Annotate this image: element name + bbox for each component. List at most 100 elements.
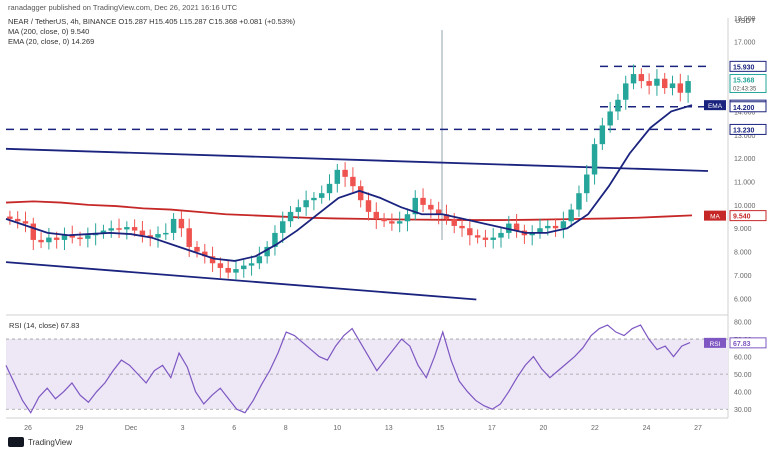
candle-body [576, 193, 582, 210]
candle-body [529, 232, 535, 236]
time-tick-label: 29 [76, 425, 84, 432]
candle-body [7, 216, 13, 219]
price-tag-label: 13.230 [733, 127, 755, 134]
candle-body [194, 246, 200, 252]
tradingview-brand: TradingView [28, 438, 72, 447]
candle-body [116, 228, 122, 230]
rsi-tick-label: 30.00 [734, 407, 752, 414]
candle-body [170, 218, 177, 233]
price-tag-box [729, 60, 767, 72]
rsi-tag-box [704, 337, 726, 348]
time-tick-label: 13 [385, 425, 393, 432]
candle-body [677, 83, 684, 93]
price-tick-label: 9.000 [734, 226, 752, 233]
indicator-tag-label: EMA [708, 103, 723, 110]
candle-body [365, 200, 372, 212]
rsi-value-box [729, 337, 767, 349]
candle-body [163, 232, 169, 235]
candle-body [615, 99, 621, 112]
time-tick-label: 17 [488, 425, 496, 432]
ema-20-line [5, 104, 693, 262]
price-tick-label: 18.000 [734, 16, 756, 23]
candle-body [209, 256, 216, 264]
candle-body [474, 235, 481, 238]
candle-body [131, 227, 138, 231]
candle-body [318, 193, 325, 198]
candle-body [513, 223, 520, 231]
candle-body [256, 256, 263, 264]
price-tag-label: 9.540 [733, 214, 751, 221]
rsi-legend: RSI (14, close) 67.83 [9, 321, 79, 330]
candle-body [623, 83, 629, 100]
currency-label: USDT [735, 16, 756, 25]
candle-body [661, 78, 668, 89]
candle-body [404, 214, 411, 222]
price-tag-label: 15.930 [733, 64, 755, 71]
candle-body [155, 234, 161, 238]
candle-body [381, 218, 387, 222]
candle-body [584, 174, 590, 194]
candle-body [326, 183, 333, 194]
symbol-line: NEAR / TetherUS, 4h, BINANCE O15.287 H15… [8, 17, 296, 26]
candle-body [147, 235, 153, 238]
candle-body [139, 230, 146, 236]
price-tick-label: 12.000 [734, 156, 756, 163]
candle-body [61, 235, 68, 240]
candle-body [287, 211, 294, 222]
price-tick-label: 8.000 [734, 250, 752, 257]
candle-body [334, 169, 341, 184]
candle-body [467, 228, 473, 236]
candle-body [646, 81, 652, 86]
price-tick-label: 17.000 [734, 39, 756, 46]
candle-body [412, 197, 418, 215]
candle-body [545, 225, 551, 229]
candle-body [607, 111, 613, 126]
candle-body [46, 237, 52, 243]
candle-body [303, 200, 309, 208]
time-tick-label: 6 [232, 425, 236, 432]
candle-body [178, 218, 185, 229]
price-tag-box [729, 73, 767, 93]
candle-body [38, 239, 44, 243]
rsi-tick-label: 50.00 [734, 372, 752, 379]
candle-body [85, 235, 91, 239]
price-tick-label: 10.000 [734, 203, 756, 210]
candle-body [225, 267, 231, 273]
candle-body [482, 237, 489, 240]
chart-layer: 6.000 7.000 8.000 9.000 10.000 11.000 12.000 13… [5, 16, 767, 447]
candle-body [591, 144, 598, 175]
candle-body [669, 83, 676, 89]
ma-200-line [5, 200, 693, 221]
candle-body [350, 176, 356, 187]
candle-body [630, 74, 637, 84]
candle-body [599, 125, 606, 145]
indicator-tag-label: MA [710, 214, 720, 221]
time-tick-label: Dec [125, 425, 138, 432]
price-tick-label: 14.000 [734, 109, 756, 116]
price-tick-label: 13.000 [734, 133, 756, 140]
candle-body [264, 246, 270, 257]
time-tick-label: 27 [694, 425, 702, 432]
price-tag-box [729, 123, 767, 135]
candle-body [100, 230, 107, 233]
candle-body [295, 207, 302, 212]
rsi-tick-label: 40.00 [734, 390, 752, 397]
rsi-tag-label: RSI [710, 341, 721, 348]
candle-body [638, 74, 645, 82]
candle-body [22, 221, 29, 224]
indicator-tag-box [704, 210, 726, 221]
candle-body [490, 237, 496, 240]
price-tag-countdown: 02:43:35 [733, 86, 757, 92]
candle-body [241, 265, 247, 270]
candle-body [233, 269, 239, 273]
candle-body [560, 221, 567, 229]
trendline [5, 261, 477, 301]
price-tag-box [729, 101, 767, 113]
candle-body [69, 235, 75, 238]
rsi-tick-label: 80.00 [734, 320, 752, 327]
tradingview-logo [8, 437, 24, 447]
candle-body [498, 232, 504, 238]
ma-legend: MA (200, close, 0) 9.540 [8, 27, 89, 36]
price-tag-label: 14.200 [733, 105, 755, 112]
